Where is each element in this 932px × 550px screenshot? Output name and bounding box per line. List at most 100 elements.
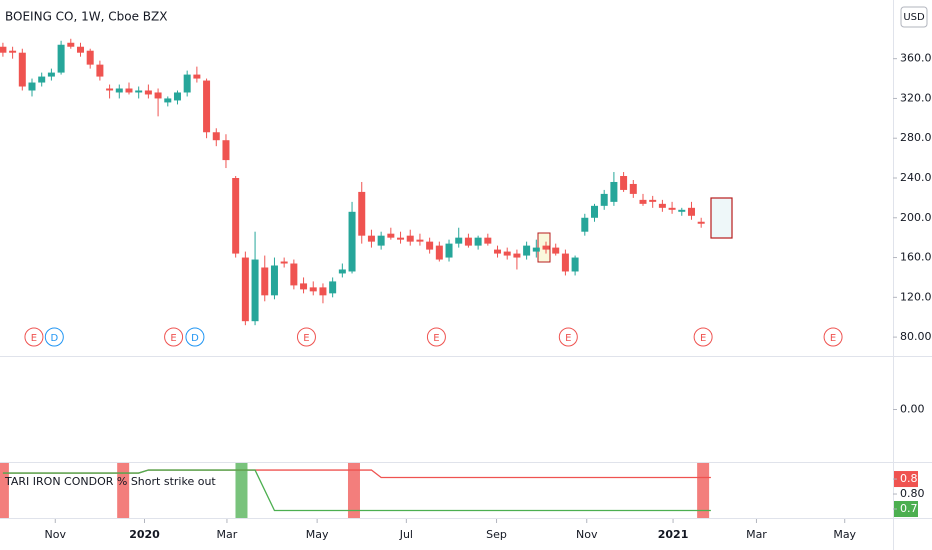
candle-body: [319, 287, 327, 296]
candle-body: [358, 191, 366, 236]
event-marker: [164, 327, 184, 347]
candle-body: [212, 132, 220, 141]
candle-body: [270, 265, 278, 296]
candle-body: [532, 247, 540, 252]
event-marker: [426, 327, 446, 347]
candle-body: [203, 80, 211, 133]
y-tick-label: 240.00: [900, 171, 932, 184]
candle-body: [290, 263, 298, 286]
indicator-title: TARI IRON CONDOR % Short strike out: [4, 475, 216, 488]
candle-body: [28, 82, 36, 91]
signal-bar: [117, 463, 130, 518]
currency-button[interactable]: [900, 6, 928, 28]
x-tick-label: Sep: [486, 528, 507, 541]
candle-body: [658, 203, 666, 208]
candle-body: [649, 199, 657, 202]
candle-body: [18, 52, 26, 87]
x-tick-label: Mar: [746, 528, 767, 541]
event-marker: [44, 327, 64, 347]
candle-body: [610, 181, 618, 202]
y-tick-label: 0.81: [900, 472, 925, 485]
candle-body: [455, 237, 463, 244]
x-tick-label: Jul: [399, 528, 413, 541]
candle-body: [232, 177, 240, 254]
candle-body: [57, 44, 65, 73]
candle-body: [115, 88, 123, 93]
candle-body: [241, 257, 249, 322]
event-label: E: [31, 333, 37, 344]
candle-body: [38, 76, 46, 83]
candle-body: [183, 74, 191, 93]
event-label: E: [433, 333, 439, 344]
candle-body: [600, 193, 608, 206]
candle-body: [668, 207, 676, 210]
candle-body: [222, 140, 230, 161]
candle-body: [125, 88, 133, 93]
candle-body: [416, 239, 424, 242]
candle-body: [464, 237, 472, 246]
indicator-line: [2, 469, 711, 512]
y-tick-label: 360.00: [900, 52, 932, 65]
signal-bar: [0, 463, 9, 518]
candle-body: [377, 235, 385, 246]
y-tick-label: 120.00: [900, 290, 932, 303]
candle-body: [173, 92, 181, 101]
x-tick-label: 2021: [658, 528, 689, 541]
candle-body: [164, 98, 172, 103]
candle-body: [193, 74, 201, 79]
candle-body: [523, 245, 531, 256]
y-tick-label: 0.00: [900, 403, 925, 416]
candle-body: [338, 269, 346, 274]
candle-body: [144, 90, 152, 95]
event-marker: [693, 327, 713, 347]
candle-body: [47, 72, 55, 77]
candle-body: [571, 257, 579, 272]
candle-body: [0, 46, 7, 53]
candle-body: [678, 209, 686, 212]
y-tick-label: 0.80: [900, 487, 925, 500]
y-tick-label: 320.00: [900, 91, 932, 104]
candle-body: [154, 92, 162, 99]
signal-bar: [347, 463, 360, 518]
x-tick-label: May: [306, 528, 329, 541]
candle-body: [280, 261, 288, 264]
y-tick-label: 0.79: [900, 502, 925, 515]
event-label: E: [565, 333, 571, 344]
candle-body: [261, 267, 269, 296]
candle-body: [251, 259, 259, 322]
candle-body: [397, 237, 405, 240]
event-marker: [823, 327, 843, 347]
x-tick-label: Nov: [576, 528, 598, 541]
x-tick-label: Mar: [217, 528, 238, 541]
event-marker: [558, 327, 578, 347]
last-value-box: [894, 471, 918, 488]
event-label: D: [50, 333, 58, 344]
candle-body: [484, 237, 492, 244]
event-label: D: [191, 333, 199, 344]
candle-body: [67, 42, 75, 47]
event-label: E: [700, 333, 706, 344]
candle-body: [426, 241, 434, 250]
candle-body: [503, 251, 511, 256]
candle-body: [561, 253, 569, 272]
candle-body: [445, 243, 453, 258]
event-label: E: [830, 333, 836, 344]
event-marker: [185, 327, 205, 347]
candle-body: [620, 176, 628, 190]
candle-body: [591, 205, 599, 218]
candle-body: [513, 253, 521, 258]
candle-body: [687, 207, 695, 216]
candle-body: [9, 50, 17, 53]
y-tick-label: 80.00: [900, 330, 932, 343]
candle-body: [135, 90, 143, 93]
event-marker: [24, 327, 44, 347]
candle-body: [552, 247, 560, 254]
event-label: E: [170, 333, 176, 344]
chart-title: BOEING CO, 1W, Cboe BZX: [5, 10, 167, 24]
candle-body: [542, 245, 550, 250]
candle-body: [581, 217, 589, 232]
candle-body: [300, 283, 308, 290]
currency-label[interactable]: USD: [903, 12, 925, 23]
signal-bar: [235, 463, 248, 518]
